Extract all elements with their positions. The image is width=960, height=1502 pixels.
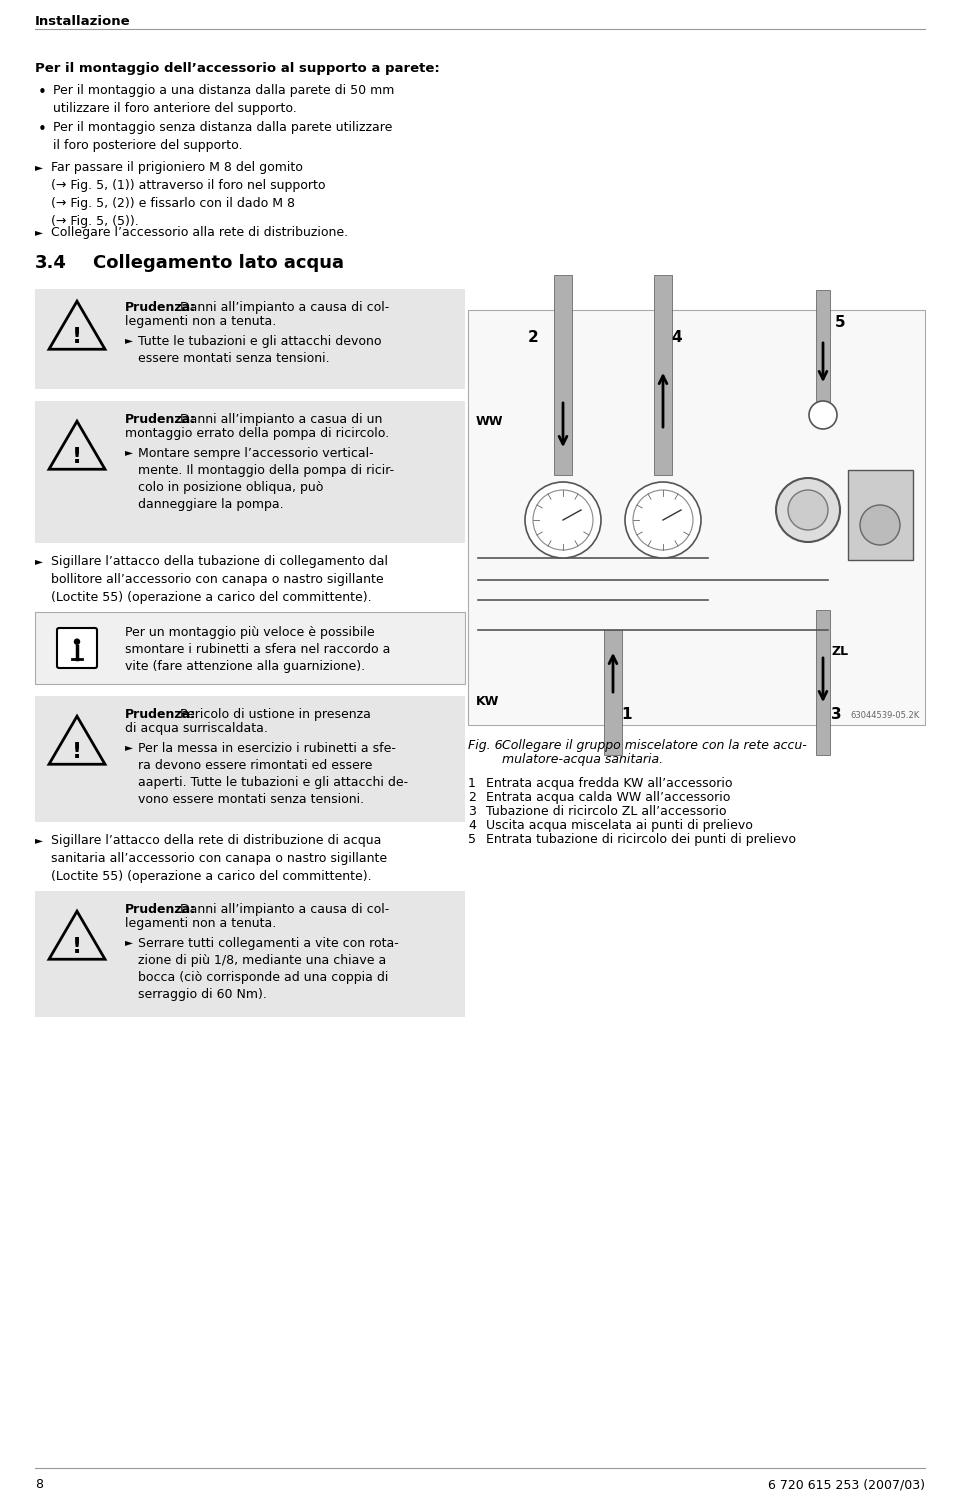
Text: 2: 2 [528, 330, 539, 345]
Text: 1: 1 [621, 707, 632, 722]
Circle shape [625, 482, 701, 559]
Text: 8: 8 [35, 1478, 43, 1491]
Text: 1: 1 [468, 777, 476, 790]
Text: Fig. 6: Fig. 6 [468, 739, 503, 753]
Text: Per la messa in esercizio i rubinetti a sfe-
ra devono essere rimontati ed esser: Per la messa in esercizio i rubinetti a … [138, 742, 408, 807]
Circle shape [74, 638, 81, 644]
Text: Per un montaggio più veloce è possibile
smontare i rubinetti a sfera nel raccord: Per un montaggio più veloce è possibile … [125, 626, 391, 673]
Text: Collegamento lato acqua: Collegamento lato acqua [93, 254, 344, 272]
FancyBboxPatch shape [35, 611, 465, 683]
Text: !: ! [72, 327, 82, 347]
Text: montaggio errato della pompa di ricircolo.: montaggio errato della pompa di ricircol… [125, 427, 389, 440]
FancyBboxPatch shape [604, 629, 622, 756]
Text: legamenti non a tenuta.: legamenti non a tenuta. [125, 918, 276, 930]
FancyBboxPatch shape [35, 695, 465, 822]
Text: 4: 4 [671, 330, 682, 345]
Text: Prudenza:: Prudenza: [125, 300, 196, 314]
Text: 63044539-05.2K: 63044539-05.2K [851, 710, 920, 719]
Text: 3.4: 3.4 [35, 254, 67, 272]
Text: 4: 4 [468, 819, 476, 832]
Text: Far passare il prigioniero M 8 del gomito
(→ Fig. 5, (1)) attraverso il foro nel: Far passare il prigioniero M 8 del gomit… [51, 161, 325, 228]
Text: Entrata tubazione di ricircolo dei punti di prelievo: Entrata tubazione di ricircolo dei punti… [486, 834, 796, 846]
Text: 2: 2 [468, 792, 476, 804]
Text: 5: 5 [835, 315, 846, 330]
Text: Entrata acqua fredda KW all’accessorio: Entrata acqua fredda KW all’accessorio [486, 777, 732, 790]
Text: !: ! [72, 448, 82, 467]
Text: Danni all’impianto a causa di col-: Danni all’impianto a causa di col- [176, 903, 389, 916]
Text: ►: ► [125, 335, 133, 345]
Text: !: ! [72, 742, 82, 762]
Text: Sigillare l’attacco della tubazione di collegamento dal
bollitore all’accessorio: Sigillare l’attacco della tubazione di c… [51, 556, 388, 604]
FancyBboxPatch shape [554, 275, 572, 475]
FancyBboxPatch shape [816, 290, 830, 410]
Text: Prudenza:: Prudenza: [125, 413, 196, 427]
Text: ZL: ZL [831, 644, 848, 658]
Text: Sigillare l’attacco della rete di distribuzione di acqua
sanitaria all’accessori: Sigillare l’attacco della rete di distri… [51, 834, 387, 883]
Text: Per il montaggio a una distanza dalla parete di 50 mm
utilizzare il foro anterio: Per il montaggio a una distanza dalla pa… [53, 84, 395, 116]
Text: ►: ► [125, 448, 133, 457]
FancyBboxPatch shape [816, 610, 830, 756]
FancyBboxPatch shape [57, 628, 97, 668]
Text: 3: 3 [831, 707, 842, 722]
Text: Tubazione di ricircolo ZL all’accessorio: Tubazione di ricircolo ZL all’accessorio [486, 805, 727, 819]
Text: Serrare tutti collegamenti a vite con rota-
zione di più 1/8, mediante una chiav: Serrare tutti collegamenti a vite con ro… [138, 937, 398, 1000]
Text: di acqua surriscaldata.: di acqua surriscaldata. [125, 722, 268, 734]
Text: WW: WW [476, 415, 503, 428]
Text: ►: ► [125, 937, 133, 946]
Text: Per il montaggio dell’accessorio al supporto a parete:: Per il montaggio dell’accessorio al supp… [35, 62, 440, 75]
Text: 5: 5 [468, 834, 476, 846]
Circle shape [809, 401, 837, 430]
Text: ►: ► [35, 227, 43, 237]
Circle shape [525, 482, 601, 559]
Text: KW: KW [476, 695, 499, 707]
Text: Danni all’impianto a causa di col-: Danni all’impianto a causa di col- [176, 300, 389, 314]
FancyBboxPatch shape [35, 891, 465, 1017]
Text: Uscita acqua miscelata ai punti di prelievo: Uscita acqua miscelata ai punti di preli… [486, 819, 753, 832]
Text: Prudenza:: Prudenza: [125, 903, 196, 916]
Text: ►: ► [35, 556, 43, 566]
Text: Prudenza:: Prudenza: [125, 707, 196, 721]
Text: mulatore-acqua sanitaria.: mulatore-acqua sanitaria. [502, 753, 663, 766]
Text: Collegare il gruppo miscelatore con la rete accu-: Collegare il gruppo miscelatore con la r… [502, 739, 806, 753]
Circle shape [788, 490, 828, 530]
Text: Montare sempre l’accessorio vertical-
mente. Il montaggio della pompa di ricir-
: Montare sempre l’accessorio vertical- me… [138, 448, 395, 511]
Text: 6 720 615 253 (2007/03): 6 720 615 253 (2007/03) [768, 1478, 925, 1491]
Text: Installazione: Installazione [35, 15, 131, 29]
Text: •: • [38, 122, 47, 137]
Text: •: • [38, 86, 47, 101]
Text: Tutte le tubazioni e gli attacchi devono
essere montati senza tensioni.: Tutte le tubazioni e gli attacchi devono… [138, 335, 381, 365]
FancyBboxPatch shape [35, 288, 465, 389]
Text: Danni all’impianto a casua di un: Danni all’impianto a casua di un [176, 413, 382, 427]
Text: Pericolo di ustione in presenza: Pericolo di ustione in presenza [176, 707, 371, 721]
Text: legamenti non a tenuta.: legamenti non a tenuta. [125, 315, 276, 327]
FancyBboxPatch shape [468, 309, 925, 725]
Text: Per il montaggio senza distanza dalla parete utilizzare
il foro posteriore del s: Per il montaggio senza distanza dalla pa… [53, 122, 393, 152]
Text: ►: ► [125, 742, 133, 753]
Text: ►: ► [35, 835, 43, 846]
Text: 3: 3 [468, 805, 476, 819]
FancyBboxPatch shape [848, 470, 913, 560]
Text: Entrata acqua calda WW all’accessorio: Entrata acqua calda WW all’accessorio [486, 792, 731, 804]
Circle shape [776, 478, 840, 542]
FancyBboxPatch shape [654, 275, 672, 475]
FancyBboxPatch shape [35, 401, 465, 544]
Text: Collegare l’accessorio alla rete di distribuzione.: Collegare l’accessorio alla rete di dist… [51, 225, 348, 239]
Text: !: ! [72, 937, 82, 957]
Circle shape [860, 505, 900, 545]
Text: ►: ► [35, 162, 43, 173]
